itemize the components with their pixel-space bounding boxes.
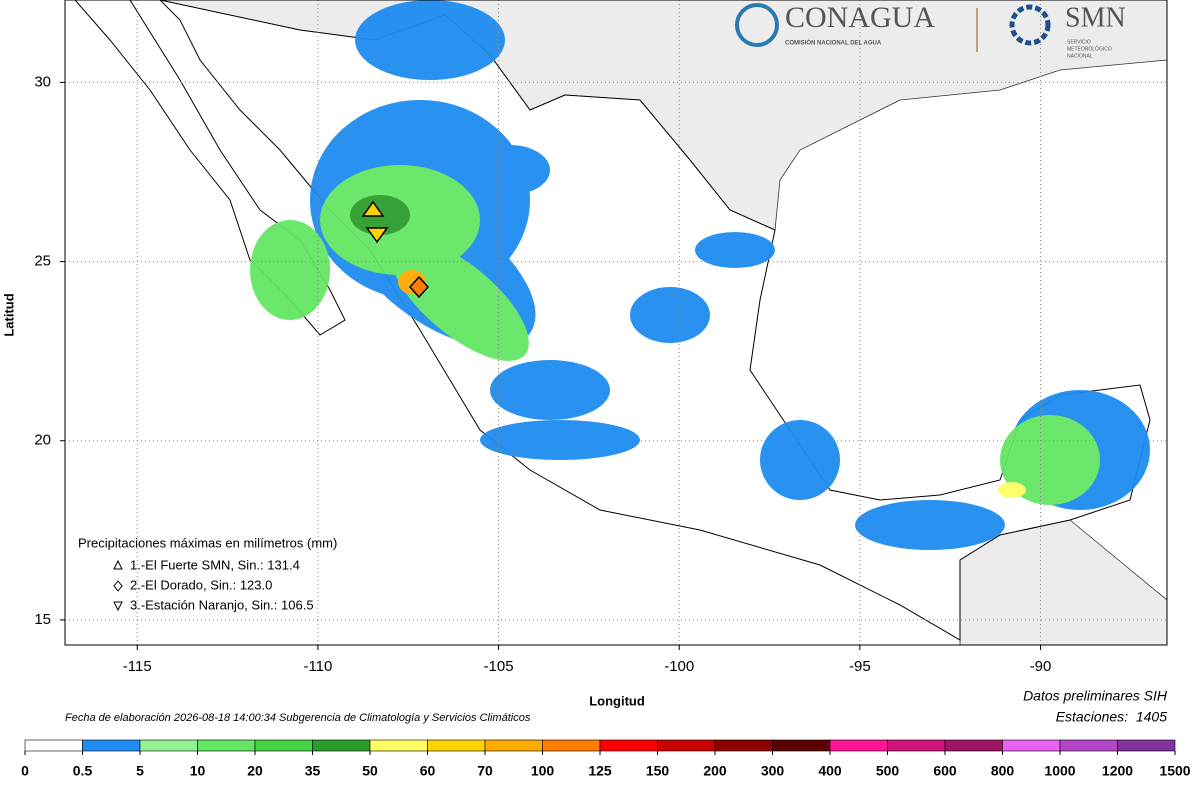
rain-area (1000, 415, 1100, 505)
date-note: Fecha de elaboración 2026-08-18 14:00:34… (65, 712, 531, 724)
colorbar-tick-label: 0 (21, 763, 29, 779)
colorbar-segment (197, 739, 256, 752)
colorbar-segment (24, 739, 83, 752)
colorbar-segment (369, 739, 428, 752)
source: Datos preliminares SIH (1023, 688, 1168, 704)
colorbar-segment (427, 739, 486, 752)
colorbar-tick-label: 10 (190, 763, 206, 779)
rain-area (630, 287, 710, 343)
conagua-icon (735, 3, 779, 47)
legend-title: Precipitaciones máximas en milímetros (m… (78, 535, 337, 550)
rain-area (355, 0, 505, 80)
logo-smn-sub: SERVICIO (1067, 39, 1091, 45)
colorbar-tick-label: 600 (933, 763, 957, 779)
x-tick-label: -95 (849, 658, 871, 675)
colorbar-tick-label: 500 (876, 763, 900, 779)
colorbar: 0 0.5 5 10 20 35 50 60 70 100 125 150 200 300 400 500 60… (21, 739, 1191, 779)
colorbar-tick-label: 0.5 (73, 763, 93, 779)
colorbar-segment (1117, 739, 1176, 752)
logo-smn: SMN (1065, 2, 1126, 33)
stations: Estaciones: 1405 (1056, 709, 1168, 725)
rain-area (998, 482, 1026, 498)
rain-area (490, 360, 610, 420)
smn-icon (1009, 4, 1051, 46)
rain-area (480, 420, 640, 460)
x-tick-label: -100 (664, 658, 694, 675)
colorbar-tick-label: 1200 (1102, 763, 1133, 779)
colorbar-tick-label: 300 (761, 763, 785, 779)
colorbar-tick-label: 50 (362, 763, 378, 779)
legend-entry: 3.-Estación Naranjo, Sin.: 106.5 (130, 597, 314, 612)
rain-area (695, 232, 775, 268)
colorbar-segment (312, 739, 371, 752)
colorbar-tick-label: 60 (420, 763, 436, 779)
colorbar-tick-label: 400 (818, 763, 842, 779)
colorbar-tick-label: 125 (588, 763, 612, 779)
colorbar-segment (829, 739, 888, 752)
rain-area (391, 239, 529, 361)
colorbar-segment (599, 739, 658, 752)
y-tick-label: 25 (34, 253, 51, 270)
rain-area (250, 220, 330, 320)
colorbar-tick-label: 1500 (1159, 763, 1190, 779)
logo-conagua-sub: COMISIÓN NACIONAL DEL AGUA (785, 39, 882, 47)
x-tick-label: -115 (123, 658, 152, 675)
colorbar-segment (82, 739, 141, 752)
legend-symbol (113, 601, 123, 612)
colorbar-segment (657, 739, 716, 752)
colorbar-tick-label: 100 (531, 763, 555, 779)
legend-symbol (113, 580, 123, 592)
legend-symbol (113, 559, 123, 570)
legend: Precipitaciones máximas en milímetros (m… (78, 535, 337, 612)
x-axis-label: Longitud (589, 693, 645, 708)
logo-conagua: CONAGUA (785, 1, 935, 34)
map (65, 0, 1168, 646)
plot-frame (64, 0, 1168, 646)
logo-smn-sub: NACIONAL (1067, 53, 1093, 59)
station-marker (361, 200, 385, 217)
colorbar-segment (714, 739, 773, 752)
colorbar-tick-label: 35 (305, 763, 321, 779)
y-tick-label: 15 (34, 611, 51, 628)
station-markers (361, 200, 430, 299)
colorbar-segment (1002, 739, 1061, 752)
colorbar-tick-label: 150 (646, 763, 670, 779)
station-marker (408, 275, 430, 299)
legend-entry: 2.-El Dorado, Sin.: 123.0 (130, 577, 272, 592)
x-tick-label: -90 (1030, 658, 1052, 675)
colorbar-segment (542, 739, 601, 752)
precipitation (250, 0, 1150, 550)
x-tick-label: -105 (484, 658, 514, 675)
y-tick-label: 30 (34, 73, 51, 90)
logo-smn-sub: METEOROLÓGICO (1067, 45, 1112, 52)
y-tick-label: 20 (34, 432, 51, 449)
rain-area (760, 420, 840, 500)
colorbar-segment (887, 739, 946, 752)
colorbar-segment (139, 739, 198, 752)
colorbar-tick-label: 5 (136, 763, 144, 779)
colorbar-segment (254, 739, 313, 752)
colorbar-segment (1059, 739, 1118, 752)
colorbar-segment (772, 739, 831, 752)
colorbar-tick-label: 20 (247, 763, 263, 779)
colorbar-tick-label: 1000 (1044, 763, 1075, 779)
rain-area (855, 500, 1005, 550)
colorbar-segment (944, 739, 1003, 752)
colorbar-segment (484, 739, 543, 752)
y-axis-label: Latitud (1, 293, 16, 336)
colorbar-tick-label: 70 (477, 763, 493, 779)
logos: CONAGUA COMISIÓN NACIONAL DEL AGUA SMN S… (735, 1, 1126, 59)
station-marker (365, 227, 389, 244)
colorbar-tick-label: 800 (991, 763, 1015, 779)
x-tick-label: -110 (303, 658, 332, 675)
rain-area (470, 145, 550, 195)
colorbar-tick-label: 200 (703, 763, 727, 779)
legend-entry: 1.-El Fuerte SMN, Sin.: 131.4 (130, 557, 300, 572)
